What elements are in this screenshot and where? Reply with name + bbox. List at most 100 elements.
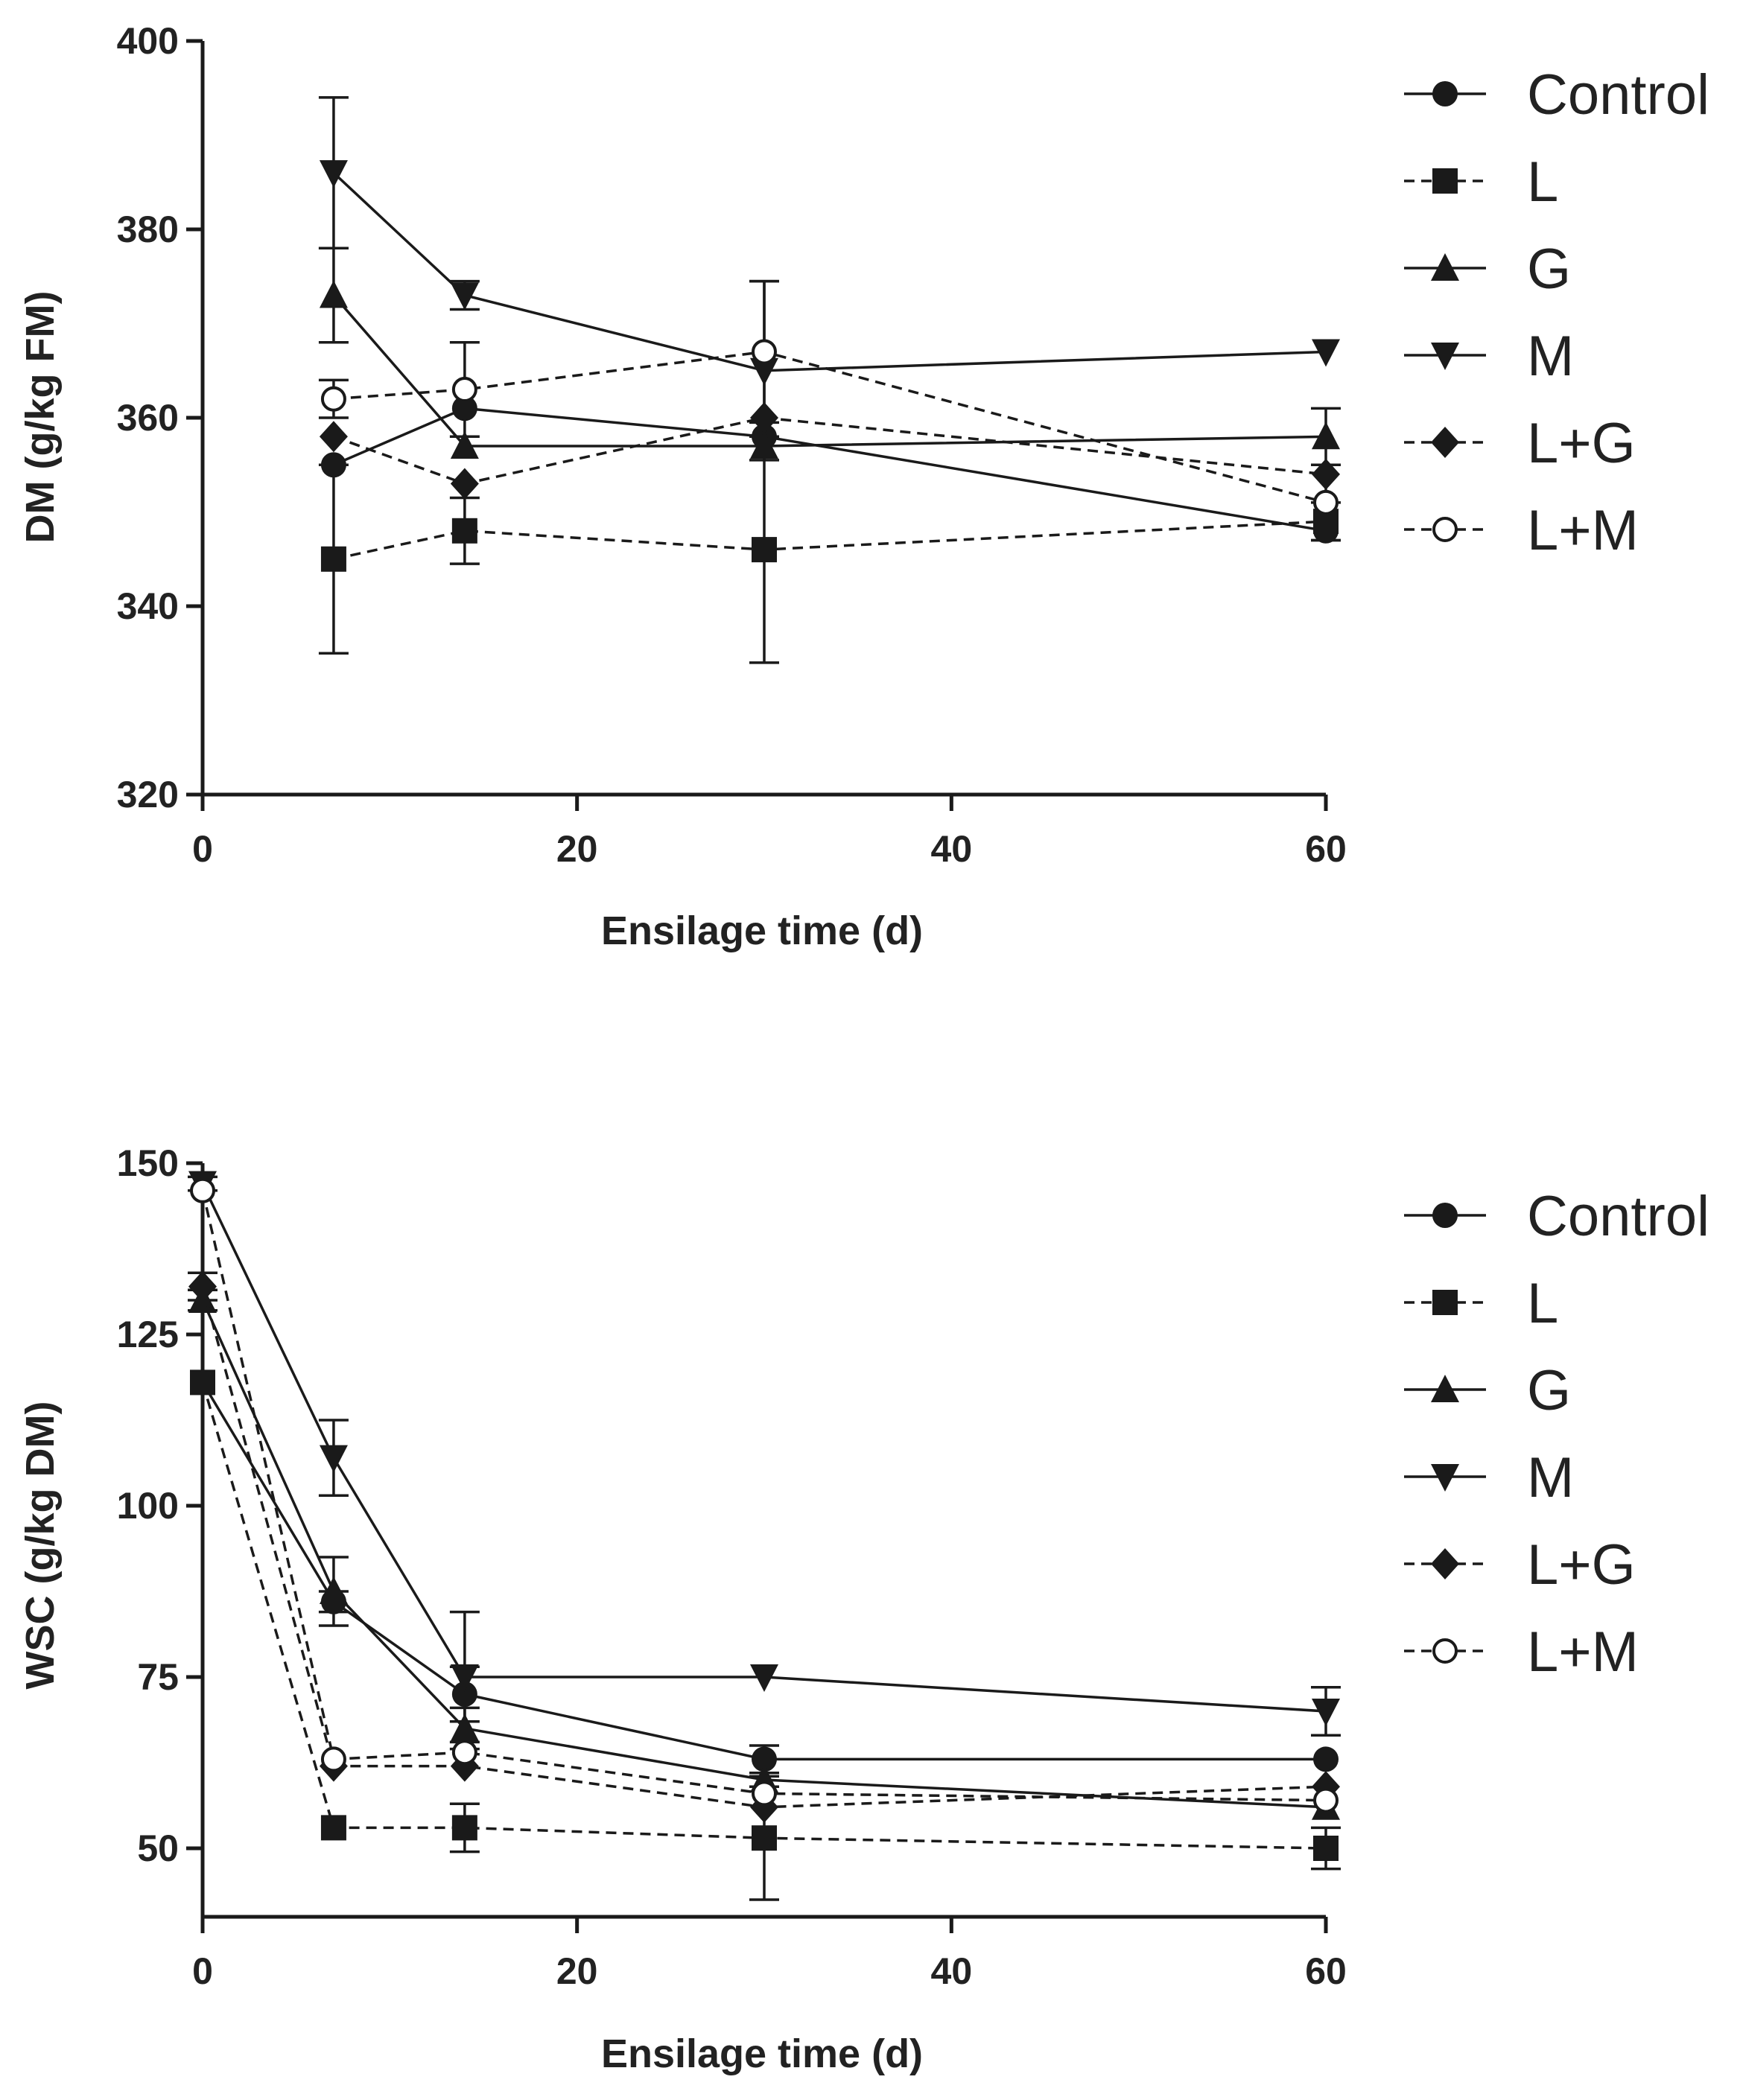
- wsc-legend-item-l: L: [1404, 1272, 1558, 1335]
- wsc-line-l-plus-g: [201, 1286, 1327, 1809]
- wsc-legend-item-m: M: [1404, 1446, 1574, 1509]
- dm-legend-label-g: G: [1527, 238, 1571, 301]
- dm-legend-marker-g: [1431, 253, 1459, 281]
- dm-line-control: [333, 407, 1327, 532]
- wsc-point-g: [319, 1576, 348, 1604]
- wsc-line-l-plus-m: [201, 1190, 1327, 1802]
- wsc-x-tick-label: 20: [556, 1950, 598, 1992]
- dm-x-tick-label: 20: [556, 828, 598, 870]
- dm-axes: 320 340 360 380 400 0 20 40 60: [117, 20, 1347, 870]
- dm-legend-item-m: M: [1404, 325, 1574, 388]
- wsc-y-tick-label: 150: [117, 1142, 179, 1184]
- wsc-legend-label-l: L: [1527, 1272, 1558, 1335]
- dm-x-tick-label: 0: [192, 828, 213, 870]
- dm-legend-label-m: M: [1527, 325, 1574, 388]
- wsc-legend-label-control: Control: [1527, 1185, 1709, 1248]
- dm-legend-item-control: Control: [1404, 63, 1709, 127]
- dm-point-l-plus-m: [752, 339, 777, 365]
- dm-point-l-plus-m: [320, 386, 346, 412]
- dm-legend-label-l: L: [1527, 150, 1558, 214]
- dm-y-tick-label: 380: [117, 209, 179, 250]
- dm-x-axis-title: Ensilage time (d): [601, 909, 923, 953]
- dm-point-l: [752, 537, 777, 563]
- wsc-legend-item-g: G: [1404, 1359, 1571, 1422]
- dm-legend-label-l-plus-g: L+G: [1527, 412, 1636, 475]
- dm-series-l-plus-m: [318, 279, 1341, 542]
- dm-point-l-plus-m: [451, 377, 477, 403]
- wsc-series-layer: [188, 1171, 1341, 1901]
- dm-legend-marker-control: [1432, 81, 1458, 106]
- dm-line-l-plus-m: [333, 350, 1327, 504]
- dm-line-l: [333, 520, 1327, 561]
- wsc-legend-item-control: Control: [1404, 1185, 1709, 1248]
- wsc-point-l-plus-m: [752, 1781, 777, 1807]
- wsc-point-l-plus-m: [320, 1746, 346, 1772]
- wsc-legend-item-l-plus-m: L+M: [1404, 1620, 1639, 1684]
- wsc-point-m: [450, 1664, 479, 1692]
- wsc-point-l: [190, 1369, 215, 1396]
- wsc-legend-marker-g: [1431, 1375, 1459, 1402]
- chart-dm: 320 340 360 380 400 0 20 40 60 Ensilage time (d)…: [18, 20, 1709, 953]
- wsc-point-l: [320, 1815, 346, 1841]
- dm-legend-marker-l: [1432, 168, 1458, 194]
- dm-series-layer: [318, 96, 1341, 664]
- dm-y-tick-label: 360: [117, 397, 179, 439]
- dm-line-g: [332, 294, 1327, 448]
- wsc-legend-marker-l-plus-m: [1432, 1638, 1458, 1664]
- dm-y-axis-title: DM (g/kg FM): [18, 291, 63, 544]
- dm-line-l-plus-g: [333, 416, 1327, 486]
- dm-legend-item-l-plus-g: L+G: [1404, 412, 1636, 475]
- dm-point-m: [1312, 339, 1340, 367]
- wsc-series-l: [190, 1369, 1341, 1901]
- wsc-x-tick-label: 60: [1305, 1950, 1347, 1992]
- dm-point-g: [319, 280, 348, 308]
- dm-legend-item-l-plus-m: L+M: [1404, 499, 1639, 562]
- wsc-legend-marker-l: [1432, 1290, 1458, 1315]
- wsc-legend-label-l-plus-m: L+M: [1527, 1620, 1639, 1684]
- wsc-legend-item-l-plus-g: L+G: [1404, 1533, 1636, 1597]
- dm-point-l-plus-g: [450, 468, 479, 500]
- wsc-x-tick-label: 40: [931, 1950, 973, 1992]
- dm-legend-label-control: Control: [1527, 63, 1709, 127]
- dm-y-tick-label: 320: [117, 774, 179, 815]
- wsc-series-l-plus-m: [190, 1177, 1339, 1813]
- dm-legend-marker-l-plus-m: [1432, 517, 1458, 542]
- dm-y-tick-label: 340: [117, 585, 179, 627]
- dm-legend: Control LGM L+G L+M: [1404, 63, 1709, 562]
- dm-legend-item-g: G: [1404, 238, 1571, 301]
- wsc-x-axis-title: Ensilage time (d): [601, 2031, 923, 2076]
- dm-point-m: [450, 282, 479, 311]
- wsc-point-l-plus-g: [188, 1270, 217, 1302]
- wsc-point-control: [1313, 1746, 1339, 1772]
- chart-wsc: 50 75 100 125 150 0 20 40 60 Ensilage time (d) W…: [18, 1142, 1709, 2076]
- dm-legend-marker-m: [1431, 343, 1459, 370]
- wsc-y-tick-label: 125: [117, 1314, 179, 1355]
- wsc-legend-marker-control: [1432, 1203, 1458, 1228]
- dm-line-m: [332, 171, 1327, 372]
- dm-x-tick-label: 40: [931, 828, 973, 870]
- dm-point-l-plus-m: [1313, 489, 1339, 515]
- wsc-point-l: [752, 1825, 777, 1851]
- wsc-x-tick-label: 0: [192, 1950, 213, 1992]
- wsc-legend-label-g: G: [1527, 1359, 1571, 1422]
- wsc-point-l-plus-m: [451, 1740, 477, 1766]
- dm-point-m: [319, 160, 348, 188]
- wsc-y-tick-label: 75: [137, 1656, 179, 1698]
- wsc-point-m: [1312, 1699, 1340, 1726]
- dm-point-g: [450, 430, 479, 459]
- dm-point-l: [451, 518, 477, 544]
- dm-point-l-plus-g: [319, 421, 348, 453]
- wsc-point-control: [752, 1746, 777, 1772]
- wsc-series-m: [188, 1171, 1341, 1744]
- wsc-point-m: [319, 1445, 348, 1473]
- wsc-y-tick-label: 50: [137, 1827, 179, 1869]
- wsc-point-m: [750, 1664, 778, 1692]
- dm-legend-item-l: L: [1404, 150, 1558, 214]
- dm-series-g: [318, 246, 1341, 466]
- dm-point-g: [1312, 421, 1340, 450]
- wsc-legend-label-l-plus-g: L+G: [1527, 1533, 1636, 1597]
- dm-legend-marker-l-plus-g: [1431, 427, 1459, 458]
- wsc-line-l: [201, 1381, 1327, 1850]
- wsc-point-l-plus-m: [190, 1177, 215, 1203]
